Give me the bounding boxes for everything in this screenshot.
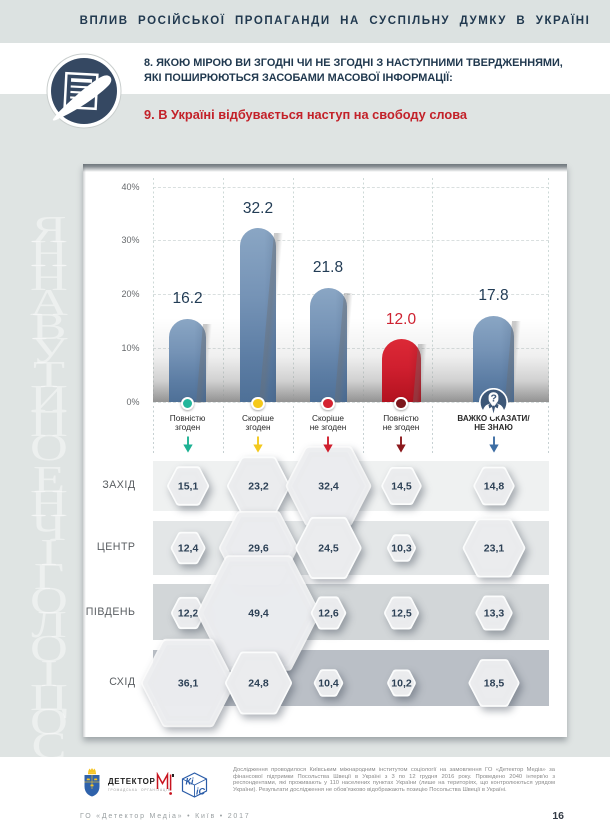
svg-text:15,1: 15,1 — [177, 481, 198, 493]
svg-text:49,4: 49,4 — [248, 608, 269, 620]
svg-text:29,6: 29,6 — [248, 543, 269, 555]
svg-text:13,3: 13,3 — [483, 608, 504, 620]
svg-text:18,5: 18,5 — [483, 678, 504, 690]
svg-text:12,2: 12,2 — [177, 608, 198, 620]
svg-text:10,4: 10,4 — [318, 678, 339, 690]
svg-text:12,6: 12,6 — [318, 608, 339, 620]
svg-text:іС: іС — [196, 787, 206, 797]
svg-text:10,3: 10,3 — [391, 543, 412, 555]
svg-text:23,2: 23,2 — [248, 481, 269, 493]
svg-text:24,5: 24,5 — [318, 543, 339, 555]
svg-text:14,5: 14,5 — [391, 481, 412, 493]
svg-text:14,8: 14,8 — [483, 481, 504, 493]
svg-text:32,4: 32,4 — [318, 481, 339, 493]
svg-text:24,8: 24,8 — [248, 678, 269, 690]
svg-text:12,5: 12,5 — [391, 608, 412, 620]
svg-text:?: ? — [490, 392, 496, 404]
svg-text:Кі: Кі — [186, 777, 195, 787]
svg-text:10,2: 10,2 — [391, 678, 412, 690]
svg-text:36,1: 36,1 — [177, 678, 198, 690]
svg-text:23,1: 23,1 — [483, 543, 504, 555]
svg-text:12,4: 12,4 — [177, 543, 198, 555]
